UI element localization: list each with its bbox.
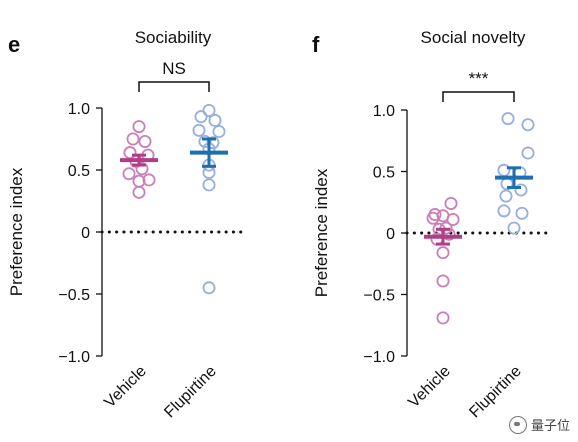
- chart-title: Sociability: [135, 28, 212, 47]
- y-tick-label: −0.5: [363, 288, 395, 305]
- data-point: [507, 221, 521, 235]
- data-point: [436, 274, 450, 288]
- significance-label: NS: [162, 59, 186, 78]
- data-point: [132, 185, 146, 199]
- chart-title: Social novelty: [421, 28, 526, 47]
- y-tick-label: −0.5: [58, 287, 90, 304]
- panel-letter: e: [8, 32, 20, 57]
- y-tick-label: 0: [386, 226, 395, 243]
- data-point: [515, 206, 529, 220]
- x-category-label: Vehicle: [101, 363, 150, 412]
- watermark-logo-icon: [508, 415, 527, 434]
- data-point: [444, 196, 458, 210]
- x-category-label: Flupirtine: [466, 363, 525, 422]
- y-axis-label: Preference index: [312, 168, 331, 297]
- data-point: [126, 132, 140, 146]
- significance-label: ***: [469, 69, 489, 88]
- data-point: [194, 110, 208, 124]
- x-category-label: Flupirtine: [161, 363, 220, 422]
- x-category-label: Vehicle: [405, 363, 454, 412]
- data-point: [436, 246, 450, 260]
- data-point: [202, 178, 216, 192]
- data-point: [514, 183, 528, 197]
- significance-bracket: [442, 91, 515, 102]
- y-tick-label: 1.0: [68, 101, 90, 118]
- data-point: [202, 165, 216, 179]
- data-point: [138, 134, 152, 148]
- significance-bracket: [138, 81, 210, 92]
- data-point: [135, 162, 149, 176]
- data-point: [202, 103, 216, 117]
- y-tick-label: 1.0: [373, 103, 395, 120]
- data-point: [202, 281, 216, 295]
- data-point: [497, 204, 511, 218]
- data-point: [212, 125, 226, 139]
- watermark-text: 量子位: [530, 418, 570, 433]
- y-axis-label: Preference index: [7, 167, 26, 296]
- data-point: [521, 146, 535, 160]
- data-point: [446, 212, 460, 226]
- y-tick-label: −1.0: [363, 349, 395, 366]
- y-tick-label: 0.5: [373, 165, 395, 182]
- y-tick-label: −1.0: [58, 349, 90, 366]
- data-point: [499, 189, 513, 203]
- panel-letter: f: [312, 32, 320, 57]
- data-point: [501, 112, 515, 126]
- data-point: [521, 118, 535, 132]
- data-point: [208, 113, 222, 127]
- y-tick-label: 0: [81, 225, 90, 242]
- y-tick-label: 0.5: [68, 163, 90, 180]
- data-point: [198, 134, 212, 148]
- data-point: [122, 167, 136, 181]
- data-point: [142, 173, 156, 187]
- data-point: [436, 311, 450, 325]
- data-point: [426, 211, 440, 225]
- data-point: [192, 123, 206, 137]
- watermark: 量子位: [508, 415, 570, 434]
- data-point: [132, 120, 146, 134]
